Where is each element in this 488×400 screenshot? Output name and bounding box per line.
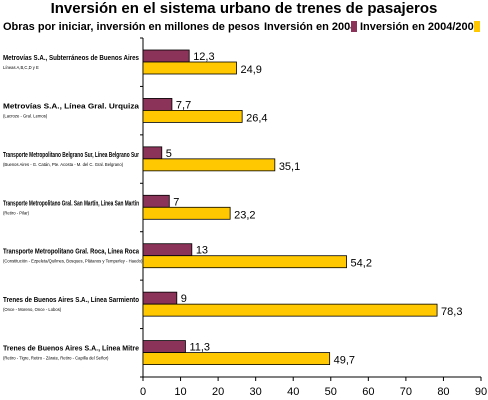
bar-2004-2007 bbox=[142, 158, 276, 172]
category-detail: Líneas A,B,C,D y E bbox=[3, 65, 39, 70]
category-detail: (Retiro - Tigre, Retiro - Zárate, Retiro… bbox=[3, 356, 109, 361]
x-tick-label: 30 bbox=[250, 386, 262, 398]
bar-2004-2007 bbox=[142, 255, 347, 269]
x-tick-label: 50 bbox=[325, 386, 337, 398]
x-tick-label: 40 bbox=[287, 386, 299, 398]
plot-area: 0 10 20 30 40 50 60 70 80 90 12,3 24,9 Metrovías S.A… bbox=[3, 37, 487, 398]
data-label-2004-2007: 54,2 bbox=[351, 258, 372, 270]
bar-2004 bbox=[142, 340, 186, 353]
data-label-2004-2007: 23,2 bbox=[234, 209, 255, 221]
x-tick-label: 90 bbox=[475, 386, 487, 398]
category-detail: (Retiro - Pilar) bbox=[3, 210, 30, 215]
category-detail: (Once - Moreno, Once - Lobos) bbox=[3, 307, 62, 312]
chart-title: Inversión en el sistema urbano de trenes… bbox=[51, 0, 438, 17]
bar-2004 bbox=[142, 49, 190, 63]
data-label-2004: 9 bbox=[181, 293, 187, 305]
x-tick-label: 70 bbox=[400, 386, 412, 398]
category-label: Metrovías S.A., Línea Gral. Urquiza bbox=[3, 101, 140, 110]
bar-2004 bbox=[142, 291, 178, 305]
bar-2004-2007 bbox=[142, 110, 243, 123]
legend-swatch-2004-2007 bbox=[474, 21, 480, 32]
data-label-2004-2007: 26,4 bbox=[246, 112, 267, 124]
bar-2004-2007 bbox=[142, 61, 237, 75]
bar-2004 bbox=[142, 146, 163, 160]
category-detail: (Buenos Aires - G. Catán, Pte. Acosta - … bbox=[3, 162, 124, 167]
data-label-2004-2007: 78,3 bbox=[441, 306, 462, 318]
x-tick-label: 20 bbox=[212, 386, 224, 398]
chart-subtitle: Obras por iniciar, inversión en millones… bbox=[3, 21, 260, 33]
category-detail: (Lacroze - Gral. Lemos) bbox=[3, 113, 48, 118]
legend-label-2004: Inversión en 2004 bbox=[264, 21, 357, 33]
bar-2004 bbox=[142, 194, 170, 208]
category-label: Metrovías S.A., Subterráneos de Buenos A… bbox=[3, 53, 139, 62]
category-label: Trenes de Buenos Aires S.A., Línea Mitre bbox=[3, 344, 139, 353]
legend-swatch-2004 bbox=[351, 21, 357, 32]
category-label: Trenes de Buenos Aires S.A., Línea Sarmi… bbox=[3, 295, 140, 304]
data-label-2004-2007: 49,7 bbox=[334, 355, 355, 367]
category-detail: (Constitución - Ezpeleta/Quilmes, Bosque… bbox=[3, 259, 143, 264]
bar-2004 bbox=[142, 98, 173, 111]
data-label-2004: 12,3 bbox=[193, 51, 214, 63]
category-label: Transporte Metropolitano Gral. San Martí… bbox=[3, 198, 139, 207]
bar-2004-2007 bbox=[142, 352, 331, 365]
bar-2004 bbox=[142, 243, 193, 257]
data-label-2004: 5 bbox=[166, 148, 172, 160]
data-label-2004-2007: 24,9 bbox=[241, 64, 262, 76]
bar-2004-2007 bbox=[142, 303, 438, 317]
data-label-2004: 13 bbox=[196, 245, 208, 257]
category-label: Transporte Metropolitano Gral. Roca, Lín… bbox=[3, 247, 140, 256]
category-label: Transporte Metropolitano Belgrano Sur, L… bbox=[3, 150, 139, 159]
bar-2004-2007 bbox=[142, 206, 231, 220]
x-tick-label: 10 bbox=[174, 386, 186, 398]
data-label-2004: 7,7 bbox=[176, 99, 191, 111]
legend-label-2004-2007: Inversión en 2004/2007 bbox=[360, 21, 480, 33]
data-label-2004: 7 bbox=[173, 196, 179, 208]
x-tick-label: 60 bbox=[362, 386, 374, 398]
data-label-2004: 11,3 bbox=[189, 342, 210, 354]
legend: Inversión en 2004 Inversión en 2004/2007 bbox=[264, 21, 480, 33]
data-label-2004-2007: 35,1 bbox=[279, 161, 300, 173]
x-tick-label: 0 bbox=[140, 386, 146, 398]
x-tick-label: 80 bbox=[437, 386, 449, 398]
